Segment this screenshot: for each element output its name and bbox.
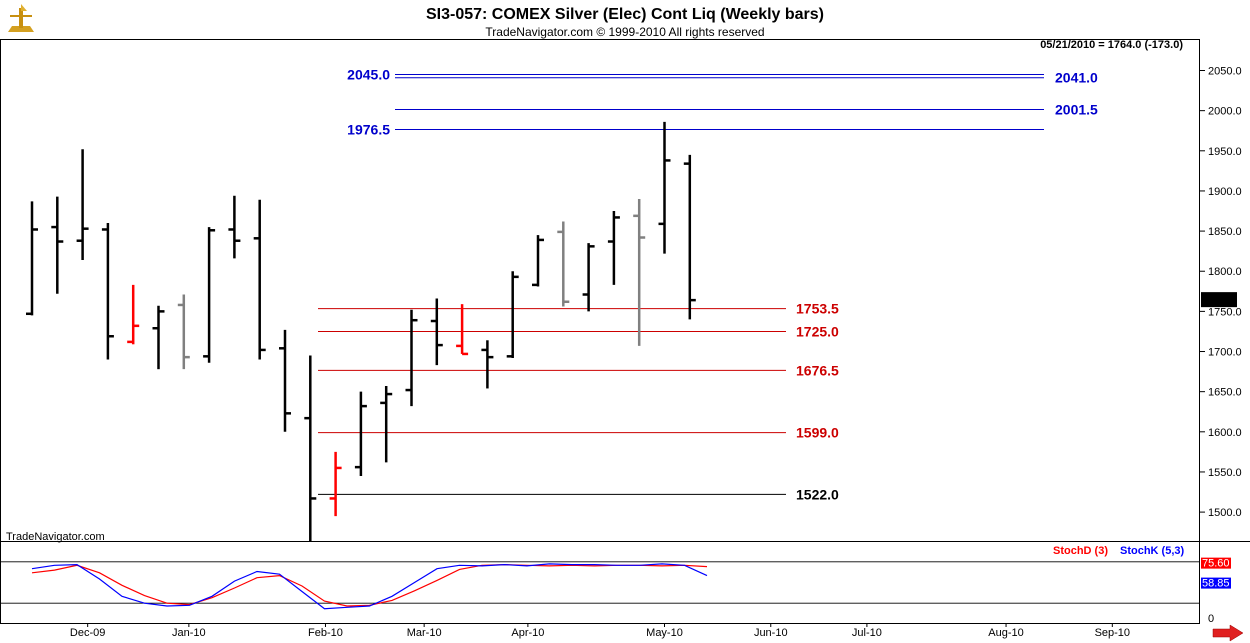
last-price-label: 1764.0 <box>1203 295 1237 307</box>
ohlc-bar <box>228 195 241 259</box>
ohlc-bar <box>380 386 393 463</box>
price-tick-label: 2050.0 <box>1208 66 1242 78</box>
level-label: 1676.5 <box>796 362 839 378</box>
ohlc-bar <box>76 149 89 260</box>
ohlc-bar <box>658 121 671 254</box>
level-label: 2045.0 <box>347 67 390 83</box>
ohlc-bar <box>26 201 38 316</box>
ohlc-bar <box>177 294 190 370</box>
price-tick-label: 1550.0 <box>1208 467 1242 479</box>
ohlc-bar <box>354 391 367 476</box>
chart-title: SI3-057: COMEX Silver (Elec) Cont Liq (W… <box>426 6 824 23</box>
stoch-panel-frame <box>0 541 1200 624</box>
ohlc-bar <box>582 243 595 312</box>
trade-navigator-logo-icon <box>8 4 34 32</box>
stoch-lines: 75.60 58.85 <box>31 557 1231 610</box>
ohlc-bar <box>304 355 317 542</box>
price-tick-label: 2000.0 <box>1208 106 1242 118</box>
stoch-reference-lines: 0 <box>0 561 1214 625</box>
price-tick-label: 1800.0 <box>1208 266 1242 278</box>
price-tick-label: 1650.0 <box>1208 387 1242 399</box>
time-tick-label: Mar-10 <box>407 627 442 639</box>
ohlc-bar <box>279 329 291 432</box>
time-tick-label: Sep-10 <box>1095 627 1130 639</box>
level-lines: 2045.0 2041.0 2001.5 1976.5 1753.5 1725.0 1676… <box>318 67 1098 502</box>
scroll-right-arrow-icon[interactable] <box>1212 624 1244 642</box>
ohlc-bar <box>557 221 570 307</box>
time-tick-label: Dec-09 <box>70 627 105 639</box>
ohlc-bar <box>101 223 114 360</box>
main-panel-frame <box>0 39 1200 542</box>
chart-subtitle: TradeNavigator.com © 1999-2010 All right… <box>485 25 764 39</box>
stoch-k-legend: StochK (5,3) <box>1120 545 1185 557</box>
price-tick-label: 1900.0 <box>1208 186 1242 198</box>
time-tick-label: Apr-10 <box>511 627 544 639</box>
last-price-box <box>1201 292 1237 308</box>
price-axis: 1500.0 1550.0 1600.0 1650.0 1700.0 1750.0 1800… <box>1200 66 1242 519</box>
ohlc-bar <box>405 309 418 407</box>
level-label: 2001.5 <box>1055 101 1098 117</box>
last-price-marker: 1764.0 <box>1201 292 1237 308</box>
time-tick-label: Jan-10 <box>172 627 206 639</box>
stoch-tick-label: 0 <box>1208 613 1214 625</box>
ohlc-bar <box>456 304 469 356</box>
level-label: 2041.0 <box>1055 70 1098 86</box>
level-label: 1599.0 <box>796 425 839 441</box>
price-tick-label: 1700.0 <box>1208 347 1242 359</box>
level-label: 1522.0 <box>796 486 839 502</box>
ohlc-bar <box>329 451 342 517</box>
watermark-text: TradeNavigator.com <box>6 531 105 543</box>
ohlc-bar <box>683 154 696 320</box>
price-bars <box>26 121 696 542</box>
stoch-legend: StochD (3) StochK (5,3) <box>1053 545 1185 557</box>
ohlc-bar <box>532 235 544 287</box>
time-tick-label: Aug-10 <box>988 627 1023 639</box>
stoch-d-legend: StochD (3) <box>1053 545 1108 557</box>
ohlc-bar <box>253 199 266 360</box>
price-tick-label: 1950.0 <box>1208 146 1242 158</box>
level-label: 1753.5 <box>796 301 839 317</box>
ohlc-bar <box>127 284 140 345</box>
ohlc-bar <box>152 305 165 370</box>
price-tick-label: 1600.0 <box>1208 427 1242 439</box>
last-bar-info: 05/21/2010 = 1764.0 (-173.0) <box>1040 39 1183 51</box>
stoch-last-label: 75.60 <box>1202 558 1230 570</box>
price-tick-label: 1750.0 <box>1208 306 1242 318</box>
stoch-last-label: 58.85 <box>1202 578 1230 590</box>
ohlc-bar <box>203 227 216 363</box>
ohlc-bar <box>607 211 620 285</box>
time-tick-label: May-10 <box>646 627 683 639</box>
ohlc-bar <box>506 271 519 358</box>
stoch-last-box <box>1201 557 1231 569</box>
time-tick-label: Jul-10 <box>852 627 882 639</box>
price-tick-label: 1850.0 <box>1208 226 1242 238</box>
stoch-series-line <box>31 563 708 610</box>
stoch-last-box <box>1201 577 1231 589</box>
level-label: 1725.0 <box>796 323 839 339</box>
time-axis: Dec-09 Jan-10 Feb-10 Mar-10 Apr-10 May-10 Jun-… <box>70 623 1130 639</box>
price-tick-label: 1500.0 <box>1208 507 1242 519</box>
stoch-series-line <box>31 563 708 607</box>
ohlc-bar <box>481 340 494 389</box>
time-tick-label: Jun-10 <box>754 627 788 639</box>
time-tick-label: Feb-10 <box>308 627 343 639</box>
ohlc-bar <box>51 196 64 294</box>
level-label: 1976.5 <box>347 122 390 138</box>
ohlc-bar <box>633 198 646 346</box>
ohlc-bar <box>430 298 443 366</box>
